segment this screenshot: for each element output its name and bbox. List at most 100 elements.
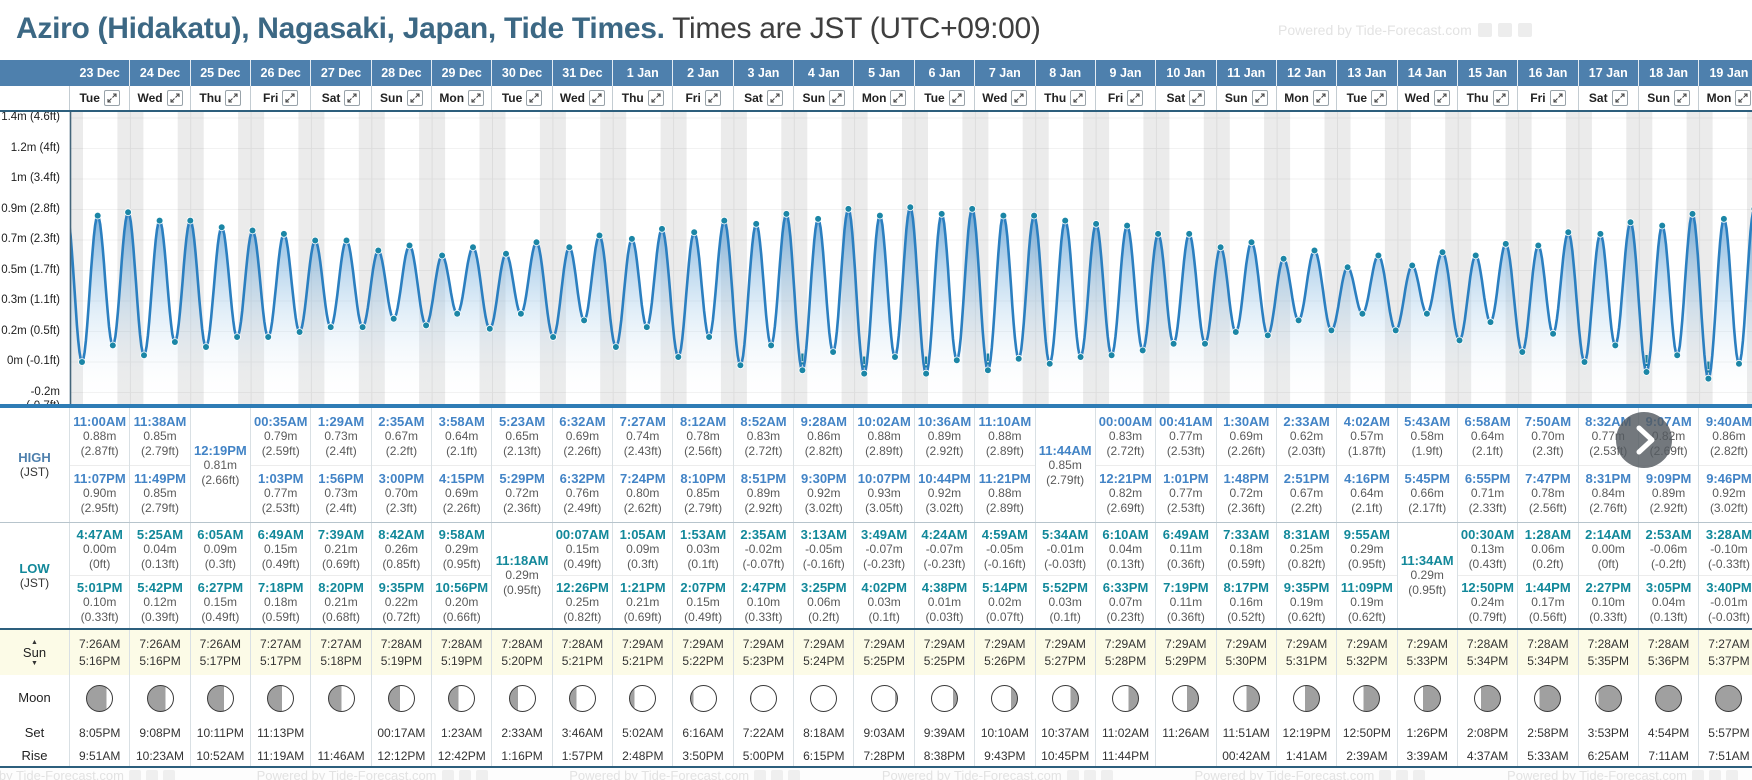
expand-day-button[interactable] <box>829 90 846 106</box>
high-tide-cell: 9:40AM 0.86m (2.82ft) 9:46PM 0.92m (3.02ft) <box>1699 408 1752 522</box>
tide-height-m: 0.62m <box>1289 428 1324 443</box>
sun-times-cell: 7:28AM 5:19PM <box>432 630 493 675</box>
moon-phase-icon <box>206 684 234 712</box>
facebook-icon[interactable] <box>1477 23 1492 37</box>
expand-day-button[interactable] <box>1673 90 1690 106</box>
sun-times-cell: 7:29AM 5:24PM <box>794 630 855 675</box>
moonrise-time-cell: 12:12PM <box>372 745 433 766</box>
expand-day-button[interactable] <box>282 90 299 106</box>
low-tide-cell: 3:28AM -0.10m (-0.33ft) 3:40PM -0.01m (-0.03f… <box>1699 523 1752 628</box>
tide-height-m: 0.29m <box>445 541 479 556</box>
expand-day-button[interactable] <box>1371 90 1388 106</box>
tide-height-m: 0.03m <box>867 594 901 609</box>
tide-height-ft: (0.56ft) <box>1528 609 1567 624</box>
expand-day-button[interactable] <box>225 90 242 106</box>
moon-phase-icon <box>1112 684 1140 712</box>
low-tide-entry: 10:56PM 0.20m (0.66ft) <box>432 575 492 628</box>
expand-day-button[interactable] <box>1549 90 1566 106</box>
tide-height-m: 0.67m <box>1289 486 1324 501</box>
high-tide-entry: 12:19PM 0.81m (2.66ft) <box>191 408 250 522</box>
tide-height-m: 0.88m <box>867 428 901 443</box>
tide-height-m: 0.15m <box>686 594 720 609</box>
expand-day-button[interactable] <box>647 90 664 106</box>
tide-height-ft: (3.05ft) <box>865 501 904 516</box>
expand-day-button[interactable] <box>948 90 965 106</box>
high-tide-entry: 8:31PM 0.84m (2.76ft) <box>1578 464 1638 523</box>
tide-time: 5:42PM <box>137 579 183 595</box>
app-icon <box>1100 769 1113 780</box>
low-tide-entry: 3:13AM -0.05m (-0.16ft) <box>794 523 853 575</box>
moon-phase-cell <box>1036 675 1096 721</box>
tide-height-m: 0.57m <box>1350 428 1384 443</box>
expand-day-button[interactable] <box>1189 90 1206 106</box>
y-axis-tick-label: 0.2m (0.5ft) <box>1 324 60 337</box>
expand-day-button[interactable] <box>1611 90 1628 106</box>
high-tide-entry: 1:30AM 0.69m (2.26ft) <box>1217 408 1276 465</box>
powered-by-text: Powered by Tide-Forecast.com <box>1278 22 1472 38</box>
high-tide-entry: 5:29PM 0.72m (2.36ft) <box>492 464 552 523</box>
tide-time: 8:20PM <box>318 579 364 595</box>
tide-height-m: 0.06m <box>807 594 841 609</box>
expand-day-button[interactable] <box>1070 90 1087 106</box>
tide-time: 5:14PM <box>982 579 1028 595</box>
expand-arrows-icon <box>770 93 780 103</box>
expand-day-button[interactable] <box>1251 90 1268 106</box>
twitter-icon[interactable] <box>1497 23 1512 37</box>
app-icon[interactable] <box>1517 23 1532 37</box>
date-header-cell: 19 Jan <box>1699 60 1752 86</box>
moon-phase-icon <box>749 684 777 712</box>
weekday-cell: Wed <box>1398 86 1458 110</box>
tide-time: 1:05AM <box>619 526 666 542</box>
expand-day-button[interactable] <box>1127 90 1144 106</box>
expand-day-button[interactable] <box>1011 90 1028 106</box>
moonset-time-cell: 11:02AM <box>1096 721 1157 745</box>
svg-text:!: ! <box>923 355 928 372</box>
low-tide-entry: 1:21PM 0.21m (0.69ft) <box>613 575 673 628</box>
tide-time: 7:50AM <box>1524 413 1572 429</box>
low-tide-cell: 6:49AM 0.15m (0.49ft) 7:18PM 0.18m (0.59ft) <box>251 523 312 628</box>
expand-day-button[interactable] <box>406 90 423 106</box>
next-page-button[interactable] <box>1616 412 1672 468</box>
expand-arrows-icon <box>1254 93 1265 103</box>
sunrise-time: 7:26AM <box>139 636 181 651</box>
tide-height-ft: (0.95ft) <box>503 583 542 597</box>
tide-time: 7:47PM <box>1525 471 1571 487</box>
moon-phase-cell <box>432 675 493 721</box>
expand-day-button[interactable] <box>526 90 543 106</box>
powered-by-top: Powered by Tide-Forecast.com <box>1278 22 1532 38</box>
expand-day-button[interactable] <box>166 90 183 106</box>
moonset-time-cell: 11:13PM <box>251 721 312 745</box>
moonset-time-cell: 8:18AM <box>794 721 855 745</box>
facebook-icon <box>1691 769 1704 780</box>
tide-chart-area: !!!!!! 1.4m (4.6ft) 1.2m (4ft) 1m (3.4ft) 0… <box>0 110 1752 408</box>
expand-day-button[interactable] <box>1735 90 1752 106</box>
tide-time: 11:18AM <box>495 553 549 568</box>
low-tide-entry: 5:42PM 0.12m (0.39ft) <box>130 575 190 628</box>
expand-day-button[interactable] <box>704 90 721 106</box>
expand-day-button[interactable] <box>766 90 783 106</box>
weekday-cell: Wed <box>130 86 191 110</box>
expand-arrows-icon <box>1677 93 1687 103</box>
moonset-time-cell: 2:58PM <box>1518 721 1579 745</box>
sunset-time: 5:17PM <box>260 653 302 668</box>
tide-height-m: 0.26m <box>384 541 419 556</box>
expand-day-button[interactable] <box>890 90 907 106</box>
sunrise-time: 7:28AM <box>441 636 483 651</box>
expand-day-button[interactable] <box>468 90 485 106</box>
tide-time: 6:58AM <box>1464 413 1511 429</box>
sun-times-cell: 7:26AM 5:16PM <box>70 630 131 675</box>
expand-day-button[interactable] <box>103 90 120 106</box>
moon-phase-icon <box>689 684 717 712</box>
tide-time: 7:39AM <box>317 526 365 542</box>
tide-time: 4:47AM <box>76 526 123 542</box>
date-header-cell: 15 Jan <box>1458 60 1519 86</box>
low-tide-entry: 9:35PM 0.22m (0.72ft) <box>371 575 432 628</box>
expand-day-button[interactable] <box>1433 90 1450 106</box>
expand-day-button[interactable] <box>588 90 605 106</box>
expand-day-button[interactable] <box>1312 90 1329 106</box>
tide-height-m: 0.58m <box>1410 428 1444 443</box>
expand-day-button[interactable] <box>1492 90 1509 106</box>
sunrise-time: 7:26AM <box>199 636 242 651</box>
expand-arrows-icon <box>1738 93 1748 103</box>
expand-day-button[interactable] <box>344 90 361 106</box>
